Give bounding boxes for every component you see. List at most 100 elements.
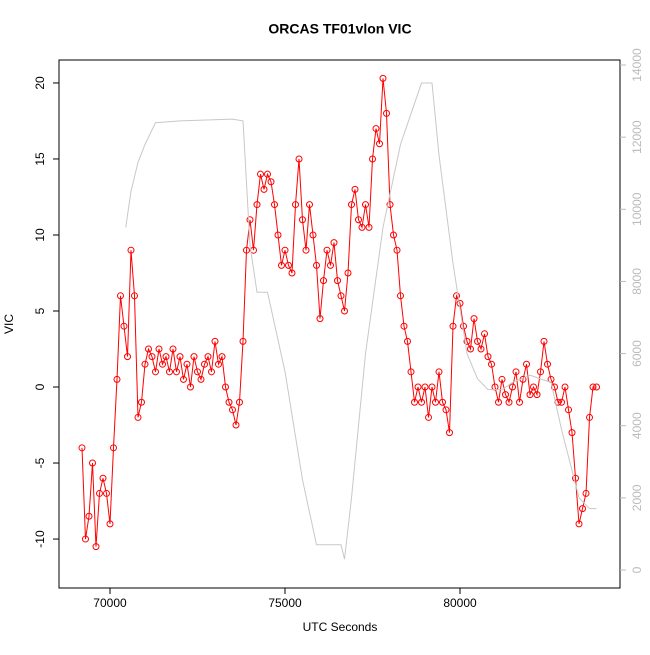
point — [218, 353, 226, 361]
point — [369, 155, 377, 163]
point — [257, 170, 265, 178]
point — [204, 353, 212, 361]
point — [267, 178, 275, 186]
point — [281, 246, 289, 254]
point — [344, 269, 352, 277]
point — [172, 368, 180, 376]
point — [470, 315, 478, 323]
point — [435, 368, 443, 376]
point — [467, 345, 475, 353]
y-tick-label: -5 — [33, 457, 47, 468]
plot-frame — [58, 59, 621, 589]
point — [295, 155, 303, 163]
point — [253, 201, 261, 209]
point — [260, 185, 268, 193]
point — [393, 246, 401, 254]
y-tick-label: 15 — [33, 152, 47, 166]
point — [512, 368, 520, 376]
point — [558, 398, 566, 406]
point — [404, 337, 412, 345]
point — [414, 383, 422, 391]
point — [446, 429, 454, 437]
point — [292, 201, 300, 209]
point — [551, 383, 559, 391]
y2-tick-label: 2000 — [630, 484, 644, 511]
point — [533, 391, 541, 399]
point — [176, 353, 184, 361]
point — [351, 185, 359, 193]
y2-tick-label: 0 — [630, 566, 644, 573]
point — [169, 345, 177, 353]
point — [81, 535, 89, 543]
point — [372, 125, 380, 133]
point — [113, 375, 121, 383]
point — [516, 398, 524, 406]
point — [120, 322, 128, 330]
series-line — [125, 82, 597, 560]
point — [341, 307, 349, 315]
point — [400, 322, 408, 330]
point — [95, 489, 103, 497]
point — [505, 398, 513, 406]
point — [88, 459, 96, 467]
point — [418, 398, 426, 406]
point — [498, 375, 506, 383]
point — [186, 383, 194, 391]
point — [197, 375, 205, 383]
point — [190, 353, 198, 361]
point — [222, 383, 230, 391]
point — [208, 368, 216, 376]
point — [309, 231, 317, 239]
point — [165, 368, 173, 376]
y2-tick-label: 12000 — [630, 120, 644, 154]
point — [379, 74, 387, 82]
x-tick-label: 80000 — [443, 596, 477, 610]
point — [477, 345, 485, 353]
y-tick-label: 10 — [33, 228, 47, 242]
chart-title: ORCAS TF01vlon VIC — [268, 21, 411, 37]
y-axis-label: VIC — [2, 314, 16, 334]
point — [358, 223, 366, 231]
point — [523, 360, 531, 368]
point — [151, 368, 159, 376]
point — [330, 239, 338, 247]
point — [439, 398, 447, 406]
point — [99, 474, 107, 482]
point — [243, 246, 251, 254]
point — [337, 292, 345, 300]
point — [411, 398, 419, 406]
y-tick-label: -10 — [33, 530, 47, 548]
point — [92, 543, 100, 551]
point — [229, 406, 237, 414]
point — [526, 391, 534, 399]
point — [299, 216, 307, 224]
point — [316, 315, 324, 323]
point — [488, 360, 496, 368]
point — [463, 337, 471, 345]
point — [407, 368, 415, 376]
point — [225, 398, 233, 406]
x-tick-label: 70000 — [93, 596, 127, 610]
point — [116, 292, 124, 300]
point — [383, 109, 391, 117]
point — [215, 360, 223, 368]
point — [544, 360, 552, 368]
y2-tick-label: 4000 — [630, 412, 644, 439]
point — [334, 277, 342, 285]
point — [481, 330, 489, 338]
point — [179, 375, 187, 383]
point — [239, 337, 247, 345]
y-tick-label: 0 — [33, 383, 47, 390]
point — [453, 292, 461, 300]
point — [134, 413, 142, 421]
point — [495, 398, 503, 406]
point — [327, 261, 335, 269]
point — [586, 413, 594, 421]
point — [246, 216, 254, 224]
point — [201, 360, 209, 368]
point — [85, 512, 93, 520]
point — [278, 261, 286, 269]
point — [572, 474, 580, 482]
point — [155, 345, 163, 353]
